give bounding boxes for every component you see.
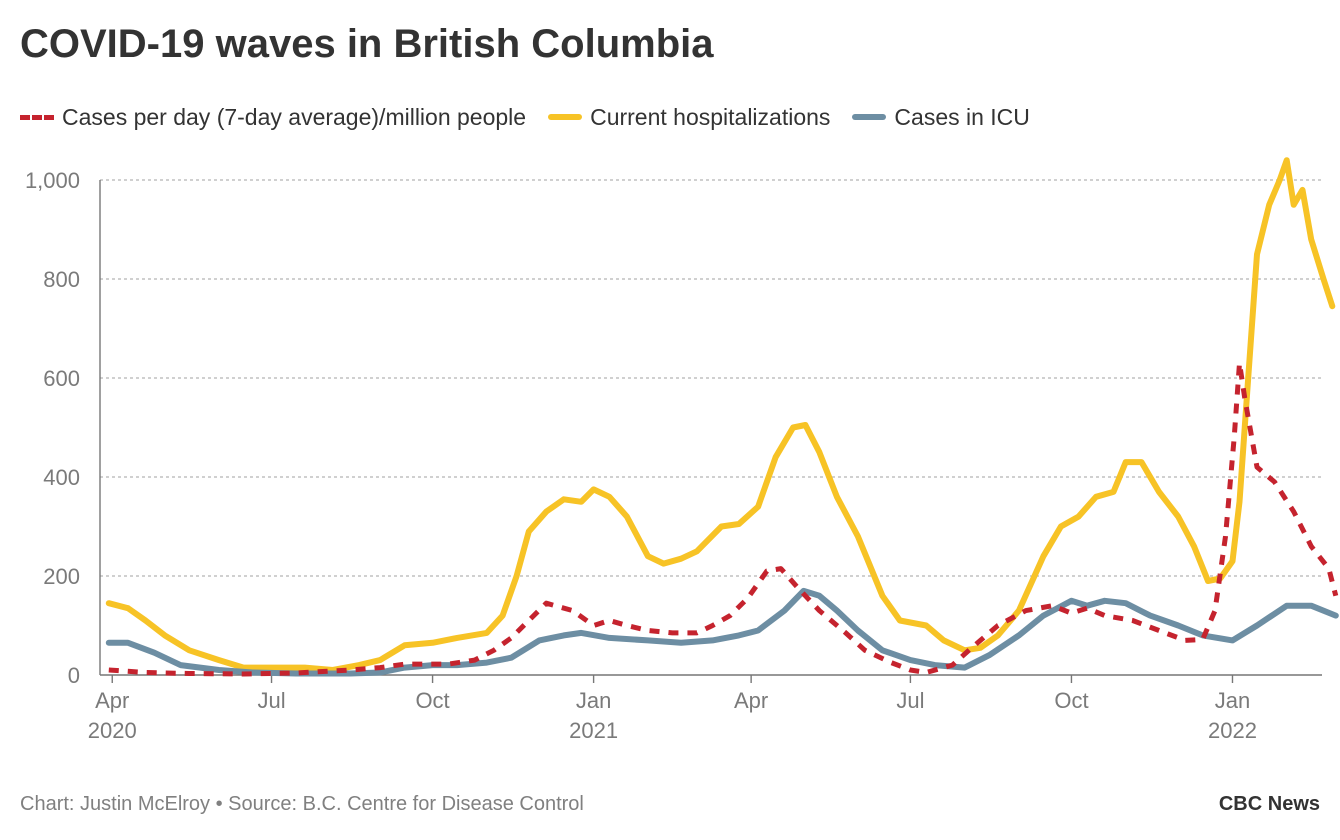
y-tick-label-5: 1,000 [25,168,80,193]
y-tick-label-3: 600 [43,366,80,391]
series-line-cases [108,360,1339,677]
series-line-hospitalizations [105,157,1336,673]
x-tick-label-7: Jan [1215,688,1250,713]
legend-label-cases: Cases per day (7-day average)/million pe… [62,103,527,130]
y-tick-label-0: 0 [68,663,80,688]
y-tick-label-1: 200 [43,564,80,589]
chart-source: Chart: Justin McElroy • Source: B.C. Cen… [20,793,584,815]
y-tick-label-4: 800 [43,267,80,292]
legend-item-cases: Cases per day (7-day average)/million pe… [20,104,526,131]
legend-item-hospitalizations: Current hospitalizations [548,104,830,131]
x-tick-label-3: Jan [576,688,611,713]
x-tick-year-7: 2022 [1208,718,1257,743]
legend-swatch-hospitalizations [548,114,583,120]
x-tick-year-0: 2020 [88,718,137,743]
x-tick-label-2: Oct [415,688,449,713]
brand-label: CBC News [1218,793,1320,815]
x-tick-year-3: 2021 [569,718,618,743]
legend-swatch-icu [852,114,887,120]
x-tick-label-6: Oct [1054,688,1088,713]
legend: Cases per day (7-day average)/million pe… [20,100,1052,134]
legend-label-hospitalizations: Current hospitalizations [590,103,831,130]
x-tick-label-1: Jul [257,688,285,713]
x-tick-label-5: Jul [896,688,924,713]
legend-item-icu: Cases in ICU [852,103,1030,131]
legend-swatch-cases [20,114,54,120]
y-tick-label-2: 400 [43,465,80,490]
x-tick-label-0: Apr [95,688,129,713]
x-tick-label-4: Apr [734,688,768,713]
chart-title: COVID-19 waves in British Columbia [20,22,714,66]
legend-label-icu: Cases in ICU [894,103,1030,130]
series-line-icu [105,587,1339,677]
